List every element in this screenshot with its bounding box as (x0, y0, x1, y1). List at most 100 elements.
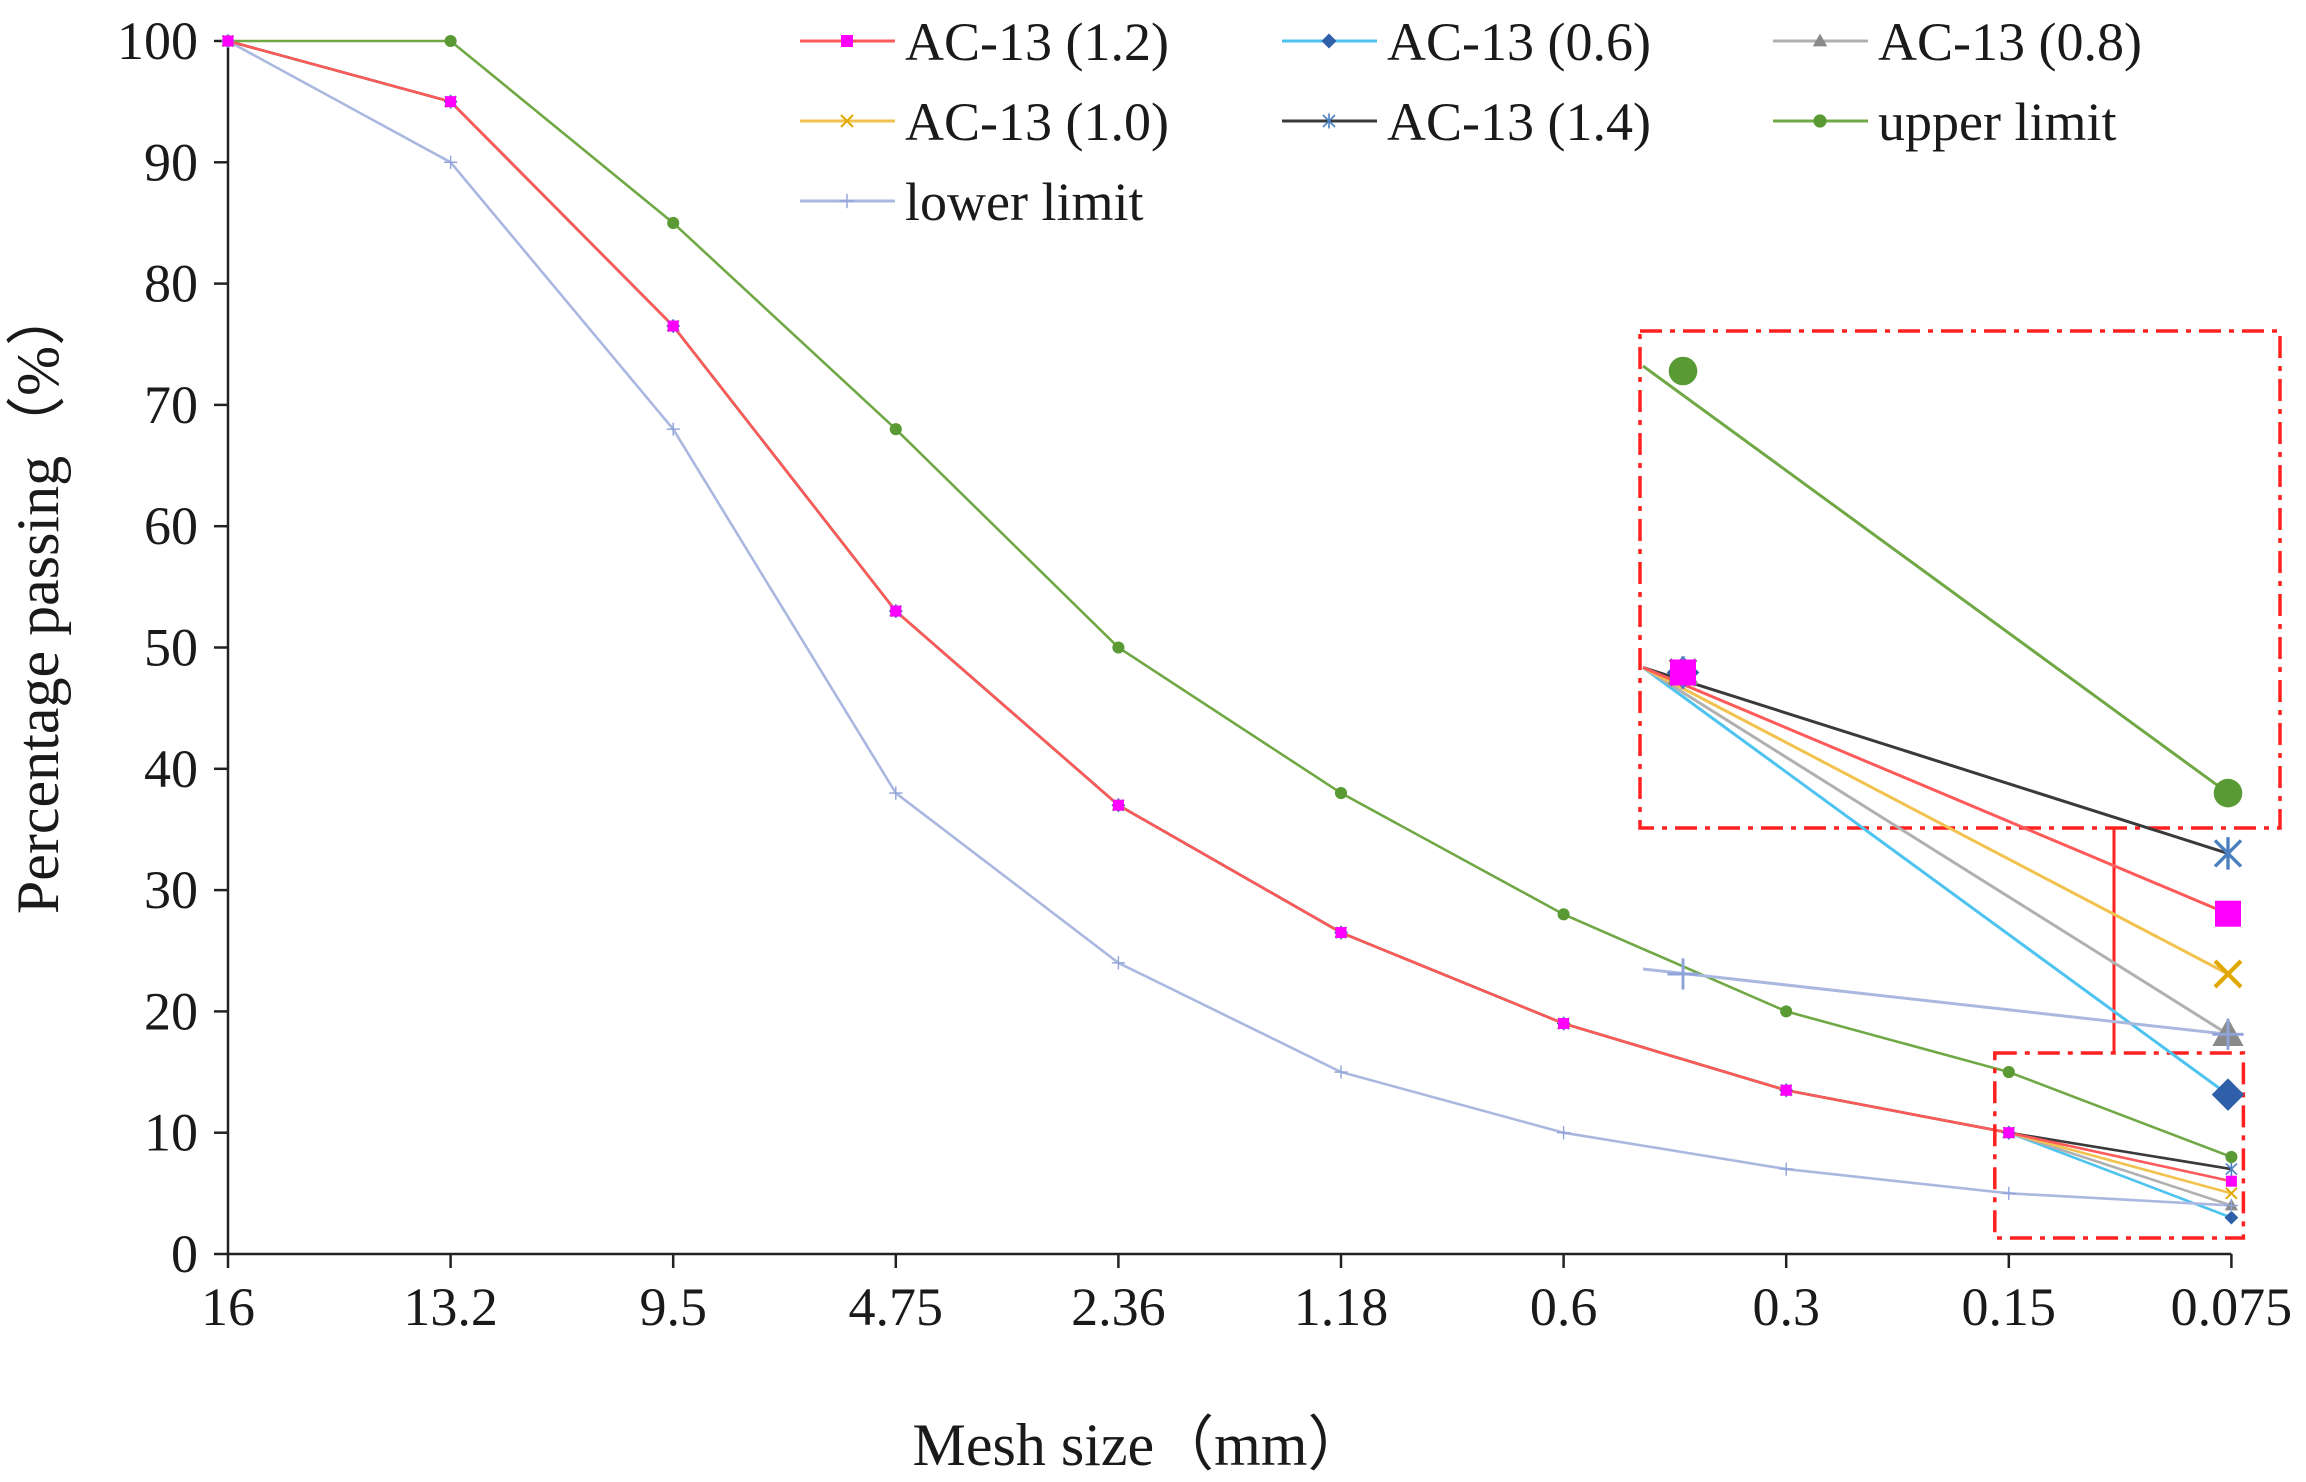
data-point (444, 34, 457, 48)
data-point (2225, 1150, 2238, 1164)
data-point (2224, 1210, 2239, 1225)
inset-series-group (1642, 356, 2245, 1111)
data-point (2225, 1187, 2238, 1200)
y-tick-label: 40 (144, 739, 198, 799)
legend-swatch-marker (1322, 113, 1336, 129)
legend-item: AC-13 (1.2) (800, 12, 1169, 72)
series-lines (227, 39, 2232, 1219)
inset-series-line (1642, 967, 2229, 1036)
x-tick-label: 0.075 (2171, 1277, 2293, 1337)
data-point (2003, 1127, 2015, 1139)
x-tick-label: 16 (201, 1277, 255, 1337)
legend-label: AC-13 (0.8) (1878, 12, 2142, 72)
inset-series-line (1642, 666, 2229, 916)
legend-label: AC-13 (1.4) (1387, 92, 1651, 152)
inset-data-point (1667, 958, 1699, 990)
inset-data-point (2213, 837, 2243, 870)
series-line (227, 39, 2232, 1207)
x-tick-label: 2.36 (1071, 1277, 1166, 1337)
data-point (890, 605, 902, 617)
axes: 0 10 20 30 40 50 60 70 80 90 100 16 13.2 9.5 4.75 2.36 1… (117, 11, 2292, 1337)
inset-series-line (1642, 666, 2229, 1096)
legend: AC-13 (1.2) AC-13 (0.6) AC-13 (0.8) AC-13 (… (800, 12, 2142, 232)
series-line (227, 39, 2232, 1207)
inset-data-point (2215, 900, 2241, 927)
y-tick-label: 60 (144, 496, 198, 556)
legend-item: AC-13 (1.4) (1282, 92, 1651, 152)
data-point (666, 422, 680, 436)
legend-item: lower limit (800, 172, 1143, 232)
inset-data-point (2213, 778, 2243, 808)
legend-item: AC-13 (0.8) (1773, 12, 2142, 72)
legend-label: AC-13 (0.6) (1387, 12, 1651, 72)
legend-label: AC-13 (1.0) (905, 92, 1169, 152)
inset-series-line (1642, 666, 2229, 976)
legend-swatch-marker (1812, 33, 1828, 47)
x-tick-label: 0.6 (1530, 1277, 1598, 1337)
inset-data-point (1668, 356, 1698, 386)
data-point (2225, 1162, 2238, 1176)
legend-swatch-marker (840, 114, 854, 128)
data-point (1335, 927, 1347, 939)
data-point (2002, 1066, 2015, 1079)
series-line (227, 39, 2232, 1195)
legend-swatch-marker (839, 193, 855, 209)
inset-series-line (1642, 666, 2229, 855)
data-point (1780, 1005, 1793, 1018)
x-tick-label: 0.15 (1962, 1277, 2057, 1337)
legend-item: AC-13 (0.6) (1282, 12, 1651, 72)
y-tick-label: 30 (144, 860, 198, 920)
x-axis-title: Mesh size（mm） (913, 1412, 1368, 1478)
zoom-highlight-box (1993, 1051, 2246, 1240)
inset-data-point (2212, 1018, 2244, 1050)
legend-label: lower limit (905, 172, 1143, 232)
inset-data-point (2213, 959, 2243, 989)
series-line (227, 39, 2232, 1183)
y-tick-label: 0 (171, 1224, 198, 1284)
data-point (667, 320, 679, 332)
x-tick-label: 9.5 (639, 1277, 707, 1337)
legend-swatch-marker (841, 35, 853, 47)
inset-data-point (1670, 659, 1696, 686)
y-tick-label: 10 (144, 1103, 198, 1163)
data-point (1334, 1065, 1348, 1079)
data-point (1558, 1018, 1570, 1030)
data-point (1557, 1126, 1571, 1140)
y-tick-label: 80 (144, 254, 198, 314)
data-point (2002, 1186, 2016, 1200)
y-tick-label: 20 (144, 981, 198, 1041)
legend-swatch-marker (1813, 114, 1827, 128)
y-tick-label: 70 (144, 375, 198, 435)
x-tick-label: 0.3 (1752, 1277, 1820, 1337)
data-point (2225, 1175, 2237, 1187)
data-point (889, 423, 902, 436)
x-tick-label: 4.75 (849, 1277, 944, 1337)
data-point (1334, 787, 1348, 800)
zoom-inset-box (1638, 329, 2282, 830)
inset-zoom (1638, 329, 2282, 1240)
inset-series-line (1642, 364, 2229, 795)
data-point (1112, 641, 1125, 654)
x-tick-label: 13.2 (403, 1277, 498, 1337)
data-point (222, 35, 234, 47)
series-markers (221, 34, 2239, 1225)
data-point (667, 216, 680, 229)
legend-label: upper limit (1878, 92, 2116, 152)
legend-label: AC-13 (1.2) (905, 12, 1169, 72)
y-tick-label: 50 (144, 618, 198, 678)
inset-series-line (1642, 666, 2229, 1036)
series-line (227, 39, 2232, 1219)
data-point (2224, 1198, 2238, 1213)
y-axis-title: Percentage passing（%） (5, 286, 71, 914)
data-point (889, 786, 903, 800)
y-tick-label: 100 (117, 11, 198, 71)
series-line (228, 39, 2232, 1159)
x-tick-label: 1.18 (1294, 1277, 1389, 1337)
legend-swatch-marker (1321, 33, 1337, 49)
data-point (1557, 908, 1570, 921)
data-point (1779, 1162, 1793, 1176)
y-tick-label: 90 (144, 132, 198, 192)
data-point (1112, 799, 1124, 811)
